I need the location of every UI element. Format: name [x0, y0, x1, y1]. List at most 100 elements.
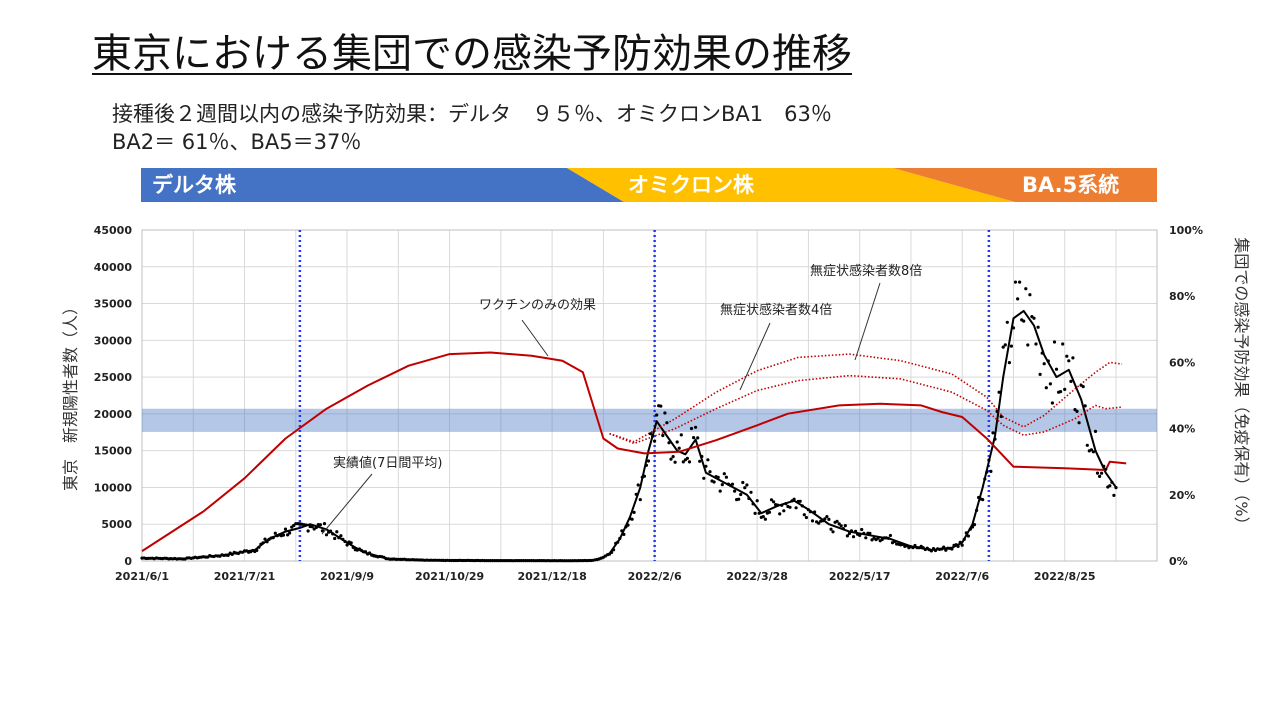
daily-point: [821, 519, 825, 523]
annotation-label: ワクチンのみの効果: [479, 298, 596, 313]
band-delta: [141, 168, 624, 202]
daily-point: [696, 436, 700, 440]
daily-point: [314, 525, 318, 530]
daily-point: [318, 523, 322, 527]
daily-point: [892, 539, 897, 544]
daily-point: [972, 523, 977, 527]
annotation-label: 実績値(7日間平均): [333, 455, 442, 471]
daily-point: [329, 529, 333, 533]
daily-point: [324, 533, 329, 537]
daily-point: [716, 475, 720, 479]
daily-point: [991, 431, 995, 435]
daily-point: [722, 472, 726, 476]
daily-point: [888, 533, 893, 538]
x-tick-label: 2021/12/18: [517, 570, 586, 583]
series-line-2: [609, 374, 1123, 445]
daily-point: [780, 503, 784, 507]
daily-point: [1102, 464, 1106, 468]
daily-point: [685, 456, 690, 460]
daily-point: [841, 527, 845, 531]
band-label-omicron: オミクロン株: [628, 173, 754, 197]
daily-point: [1061, 342, 1065, 346]
y-left-tick-label: 40000: [94, 261, 133, 274]
daily-point: [1095, 471, 1100, 475]
daily-point: [1069, 379, 1073, 383]
daily-point: [921, 546, 925, 550]
daily-point: [653, 439, 657, 443]
daily-point: [950, 547, 954, 551]
x-tick-label: 2022/2/6: [628, 570, 682, 583]
daily-point: [669, 457, 673, 461]
band-label-ba5: BA.5系統: [1022, 173, 1120, 197]
daily-point: [341, 537, 345, 541]
daily-point: [733, 489, 737, 493]
daily-point: [1003, 343, 1007, 347]
daily-point: [772, 500, 776, 504]
daily-point: [817, 521, 821, 525]
daily-point: [708, 470, 712, 474]
band-ba5: [893, 168, 1157, 202]
daily-point: [1009, 344, 1014, 348]
daily-point: [944, 548, 948, 552]
daily-point: [835, 519, 839, 523]
y-left-tick-label: 15000: [94, 445, 133, 458]
daily-point: [702, 476, 706, 480]
daily-point: [778, 512, 782, 516]
daily-point: [704, 464, 708, 468]
y-left-tick-label: 20000: [94, 408, 133, 421]
series-line-1: [141, 351, 1127, 552]
daily-point: [1048, 382, 1052, 386]
daily-point: [1028, 293, 1032, 297]
daily-point: [618, 536, 622, 541]
daily-point: [261, 541, 265, 545]
daily-point: [712, 480, 716, 484]
daily-point: [263, 537, 267, 541]
daily-point: [724, 475, 729, 479]
daily-point: [1011, 326, 1016, 330]
daily-point: [1032, 316, 1036, 320]
y-right-tick-label: 60%: [1169, 356, 1195, 369]
daily-point: [648, 432, 653, 436]
daily-point: [271, 536, 275, 540]
y-right-tick-label: 20%: [1169, 489, 1195, 502]
daily-point: [292, 523, 296, 528]
daily-point: [751, 502, 755, 506]
annotation-leader: [521, 319, 549, 357]
annotation-label: 無症状感染者数8倍: [810, 263, 922, 279]
daily-point: [1038, 372, 1042, 376]
daily-point: [983, 477, 987, 481]
daily-point: [942, 545, 946, 549]
daily-point: [226, 553, 230, 558]
daily-point: [837, 522, 841, 526]
daily-point: [1065, 354, 1069, 358]
daily-point: [753, 511, 757, 515]
daily-point: [1042, 362, 1046, 366]
band-label-delta: デルタ株: [152, 173, 236, 197]
daily-point: [806, 508, 811, 512]
strain-timeline-band: [141, 168, 1157, 202]
daily-point: [741, 480, 745, 485]
daily-point: [993, 437, 997, 441]
daily-point: [694, 425, 698, 429]
daily-point: [363, 550, 368, 554]
daily-point: [956, 544, 960, 549]
grid-layer: [141, 229, 1158, 562]
daily-point: [784, 502, 788, 506]
daily-point: [304, 523, 308, 527]
daily-point: [827, 517, 831, 522]
daily-point: [661, 433, 665, 438]
daily-point: [333, 536, 337, 541]
x-tick-label: 2022/3/28: [726, 570, 788, 583]
daily-point: [1091, 450, 1095, 454]
daily-point: [351, 545, 355, 550]
daily-point: [997, 390, 1001, 394]
daily-point: [673, 460, 677, 464]
daily-point: [255, 548, 259, 553]
daily-point: [755, 499, 759, 503]
daily-point: [659, 404, 663, 408]
daily-point: [987, 458, 991, 462]
daily-point: [671, 455, 675, 459]
daily-point: [663, 411, 667, 415]
daily-point: [743, 486, 747, 490]
daily-point: [1108, 484, 1112, 488]
